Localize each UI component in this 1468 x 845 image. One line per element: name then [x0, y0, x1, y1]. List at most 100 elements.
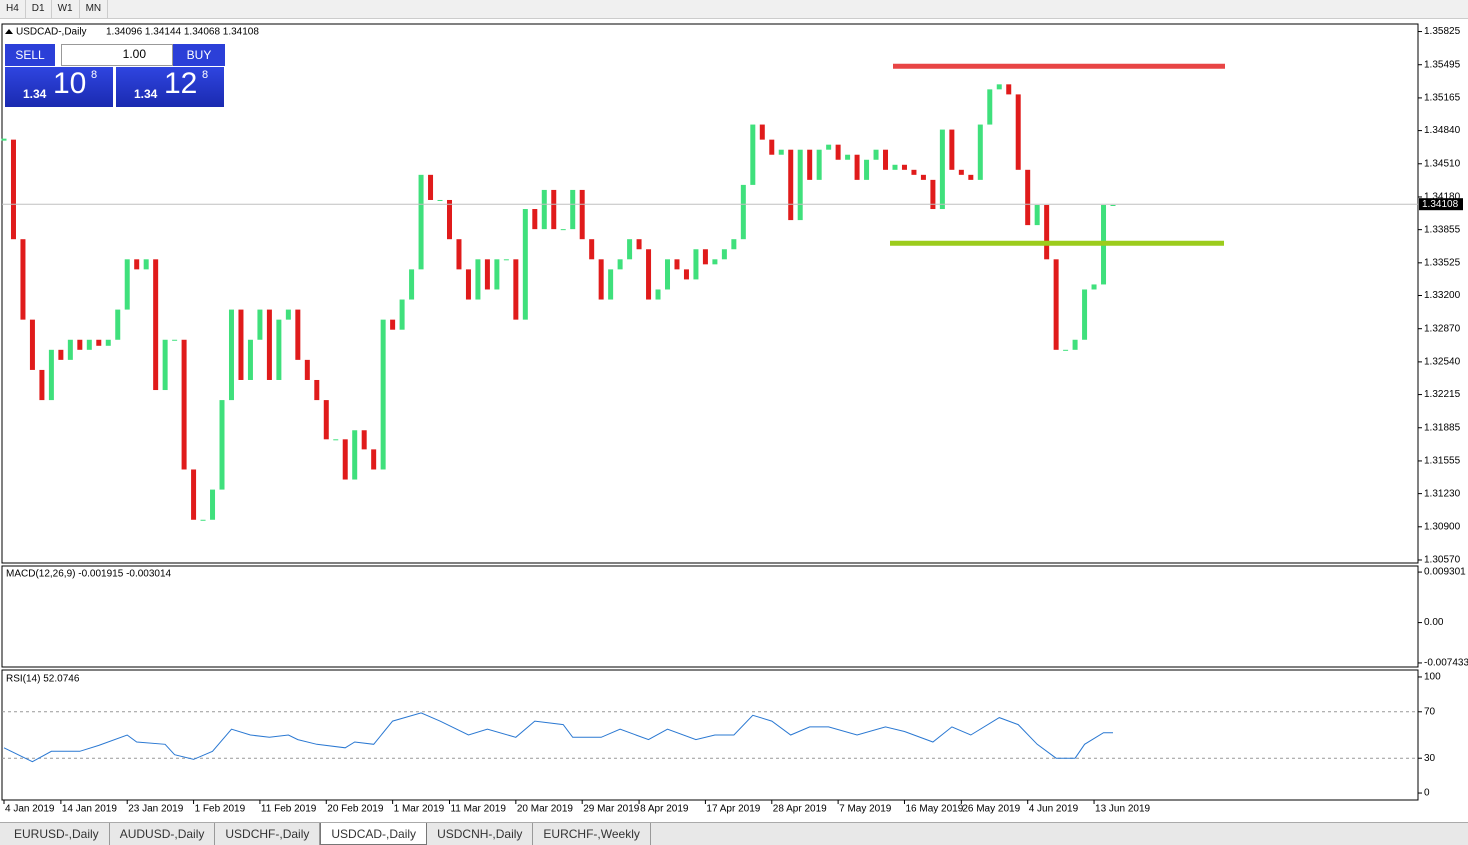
y-tick-label: 0.009301 — [1424, 567, 1466, 578]
candle-body — [29, 319, 35, 370]
candle-body — [816, 149, 822, 180]
collapse-icon[interactable] — [5, 29, 13, 34]
candle-body — [854, 154, 860, 180]
rsi-pane — [1, 669, 1419, 801]
macd-pane — [1, 565, 1419, 668]
lot-input[interactable]: 1.00 — [61, 44, 173, 66]
candle-body — [987, 89, 993, 125]
candle-body — [883, 149, 889, 170]
candle-body — [465, 269, 471, 300]
candle-body — [911, 169, 917, 175]
candle-body — [314, 379, 320, 401]
candle-body — [522, 209, 528, 320]
candle-body — [352, 430, 358, 480]
candle-body — [683, 269, 689, 280]
x-tick-label: 1 Mar 2019 — [394, 804, 445, 815]
x-tick-label: 11 Mar 2019 — [450, 804, 506, 815]
x-tick-label: 14 Jan 2019 — [62, 804, 117, 815]
candle-body — [134, 259, 140, 270]
candle-body — [228, 309, 234, 401]
y-tick-label: 1.34840 — [1424, 125, 1461, 136]
candle-body — [864, 159, 870, 180]
x-tick-label: 26 May 2019 — [962, 804, 1020, 815]
macd-title: MACD(12,26,9) -0.001915 -0.003014 — [6, 569, 172, 580]
candle-body — [693, 249, 699, 280]
candle-body — [560, 229, 566, 231]
price-big: 1.34 — [134, 87, 158, 101]
sell-button[interactable]: SELL — [5, 44, 55, 66]
y-tick-label: 30 — [1424, 753, 1436, 764]
chart-tab[interactable]: USDCAD-,Daily — [320, 823, 428, 845]
candle-body — [409, 269, 415, 300]
y-tick-label: 0 — [1424, 788, 1430, 799]
candle-body — [1006, 84, 1012, 95]
y-tick-label: 1.31885 — [1424, 422, 1461, 433]
y-tick-label: 1.32870 — [1424, 323, 1461, 334]
candle-body — [143, 259, 149, 270]
candle-body — [96, 339, 102, 346]
candle-body — [162, 339, 168, 391]
candle-body — [759, 124, 765, 140]
candle-body — [778, 149, 784, 155]
candle-body — [551, 189, 557, 230]
candle-body — [399, 299, 405, 330]
candle-body — [210, 489, 216, 520]
candle-body — [361, 430, 367, 450]
buy-price[interactable]: 1.34 12 8 — [116, 67, 224, 107]
y-tick-label: 1.32215 — [1424, 389, 1461, 400]
rsi-title: RSI(14) 52.0746 — [6, 674, 80, 685]
candle-body — [1034, 205, 1040, 226]
candle-body — [930, 179, 936, 210]
chart-tab[interactable]: EURCHF-,Weekly — [533, 823, 651, 845]
candle-body — [48, 349, 54, 401]
candle-body — [636, 239, 642, 250]
candle-body — [589, 239, 595, 260]
buy-button[interactable]: BUY — [173, 44, 225, 66]
timeframe[interactable]: H4 — [0, 0, 26, 18]
candle-body — [788, 149, 794, 221]
price-fraction: 8 — [202, 69, 209, 81]
y-tick-label: 1.33525 — [1424, 257, 1461, 268]
symbol-info: USDCAD-,Daily — [16, 27, 87, 38]
timeframe-bar: H4 D1 W1 MN — [0, 0, 1468, 19]
candle-body — [1, 138, 7, 141]
y-tick-label: -0.007433 — [1424, 658, 1468, 669]
one-click-panel: SELL 1.00 BUY 1.34 10 8 1.34 12 8 — [5, 44, 225, 108]
sell-price[interactable]: 1.34 10 8 — [5, 67, 113, 107]
chart-tab[interactable]: EURUSD-,Daily — [4, 823, 110, 845]
candle-body — [276, 319, 282, 380]
candle-body — [390, 319, 396, 330]
chart-tab[interactable]: USDCHF-,Daily — [215, 823, 321, 845]
chart-tab[interactable]: USDCNH-,Daily — [427, 823, 534, 845]
candle-body — [1025, 169, 1031, 226]
candle-body — [665, 259, 671, 290]
main-pane — [1, 23, 1419, 564]
y-tick-label: 0.00 — [1424, 617, 1444, 628]
y-tick-label: 1.35495 — [1424, 59, 1461, 70]
y-tick-label: 1.35165 — [1424, 93, 1461, 104]
y-tick-label: 100 — [1424, 672, 1441, 683]
candle-body — [750, 124, 756, 185]
candle-body — [541, 189, 547, 230]
candle-body — [191, 469, 197, 520]
x-tick-label: 29 Mar 2019 — [583, 804, 640, 815]
y-tick-label: 1.33855 — [1424, 224, 1461, 235]
x-tick-label: 13 Jun 2019 — [1095, 804, 1150, 815]
timeframe[interactable]: D1 — [26, 0, 52, 18]
chart-tab[interactable]: AUDUSD-,Daily — [110, 823, 216, 845]
candle-body — [371, 449, 377, 470]
candle-body — [826, 144, 832, 150]
candle-body — [446, 199, 452, 240]
candle-body — [77, 339, 83, 350]
timeframe[interactable]: W1 — [52, 0, 80, 18]
y-tick-label: 1.30570 — [1424, 555, 1461, 566]
candle-body — [1053, 259, 1059, 350]
timeframe[interactable]: MN — [80, 0, 109, 18]
candle-body — [494, 259, 500, 290]
x-tick-label: 7 May 2019 — [839, 804, 892, 815]
candle-body — [124, 259, 130, 310]
candle-body — [1082, 289, 1088, 340]
candle-body — [285, 309, 291, 320]
y-tick-label: 1.34510 — [1424, 158, 1461, 169]
